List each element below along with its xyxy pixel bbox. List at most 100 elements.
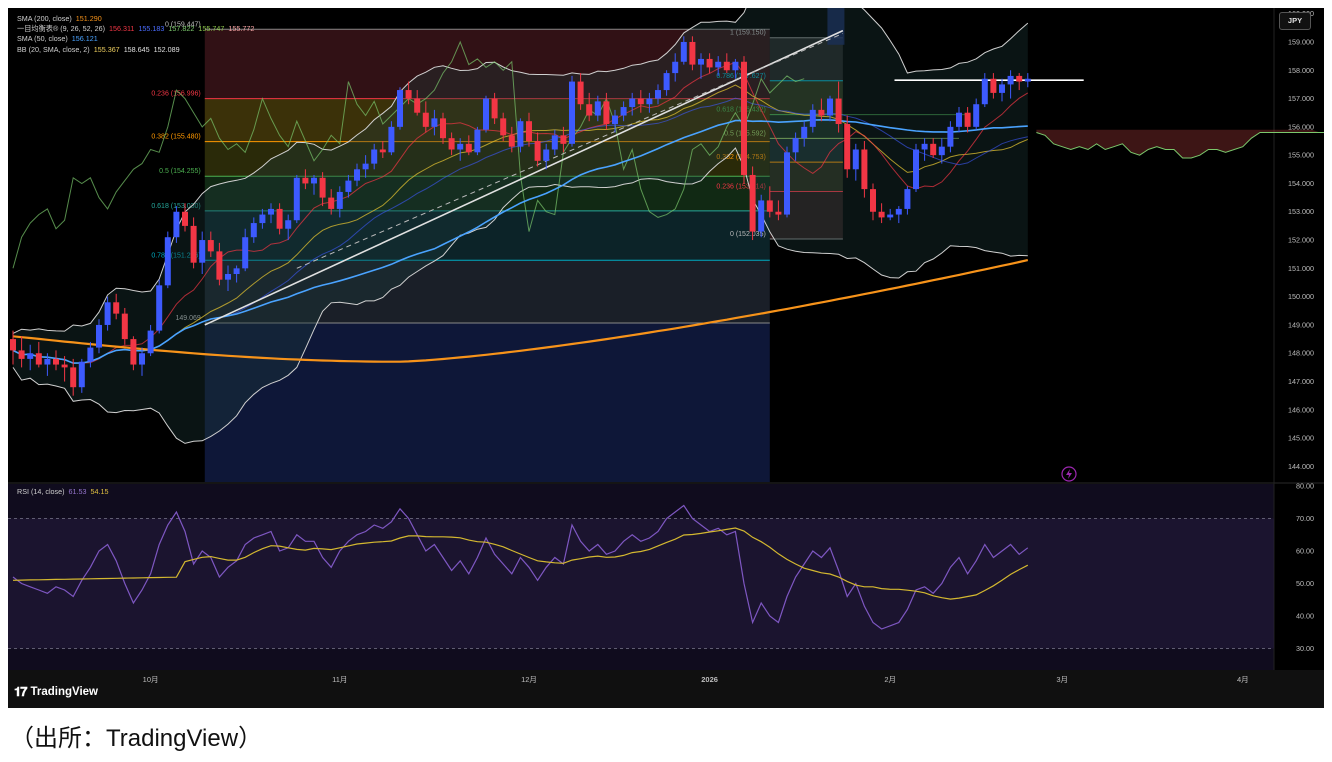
candle-body xyxy=(345,180,352,192)
candle-body xyxy=(164,237,171,286)
candle-body xyxy=(818,109,825,116)
candle-body xyxy=(242,237,249,269)
price-tick-label: 150.000 xyxy=(1288,292,1314,301)
candle-body xyxy=(259,214,266,224)
legend-bb-v2: 158.645 xyxy=(123,44,150,54)
candle-body xyxy=(801,126,808,139)
tradingview-logo-icon: 𝟏𝟕 xyxy=(14,684,28,699)
legend-ichimoku[interactable]: 一目均衡表® (9, 26, 52, 26) 156.311 155.183 157.… xyxy=(17,24,258,34)
rsi-legend-value: 61.53 xyxy=(68,487,87,496)
tradingview-logo[interactable]: 𝟏𝟕 TradingView xyxy=(14,684,98,700)
candle-body xyxy=(422,112,429,127)
rsi-line xyxy=(12,504,1029,630)
candle-body xyxy=(371,149,378,164)
candle-body xyxy=(569,81,575,144)
fib2-level-label: 0 (152.035) xyxy=(730,231,766,238)
rsi-legend[interactable]: RSI (14, close) 61.53 54.15 xyxy=(17,487,113,496)
candle-body xyxy=(964,112,971,127)
price-tick-label: 149.000 xyxy=(1288,320,1314,329)
chart-frame: 0 (159.447) 0.236 (156.996) 0.382 (155.480… xyxy=(8,8,1324,708)
bollinger-lower xyxy=(12,147,1028,444)
trend-line-dashed xyxy=(296,33,844,269)
candle-body xyxy=(990,78,997,93)
candle-body xyxy=(637,98,644,105)
rsi-tick-label: 40.00 xyxy=(1296,612,1314,621)
candle-body xyxy=(53,358,59,365)
price-tick-label: 152.000 xyxy=(1288,236,1314,245)
candle-body xyxy=(354,169,360,181)
legend-sma50[interactable]: SMA (50, close) 156.121 xyxy=(17,34,258,44)
indicator-legend: SMA (200, close) 151.290 一目均衡表® (9, 26, 5… xyxy=(17,14,258,55)
candle-body xyxy=(956,112,962,127)
time-axis-label: 3月 xyxy=(1056,675,1068,684)
candle-body xyxy=(216,251,223,280)
legend-sma50-value: 156.121 xyxy=(71,34,98,44)
currency-button[interactable]: JPY xyxy=(1279,12,1311,30)
price-tick-label: 153.000 xyxy=(1288,207,1314,216)
candle-body xyxy=(250,223,257,238)
candle-body xyxy=(508,135,515,147)
rsi-legend-ma-value: 54.15 xyxy=(90,487,109,496)
time-axis-label: 11月 xyxy=(332,675,347,684)
candle-body xyxy=(766,200,773,212)
candle-body xyxy=(646,98,653,105)
candle-body xyxy=(844,124,851,170)
candle-body xyxy=(904,189,911,209)
lightning-icon[interactable] xyxy=(1061,466,1077,482)
time-axis-label: 10月 xyxy=(143,675,159,684)
candle-body xyxy=(500,118,507,136)
legend-sma50-label: SMA (50, close) xyxy=(17,34,68,44)
fib-zone-2 xyxy=(204,141,770,177)
candle-body xyxy=(302,177,309,184)
price-tick-label: 151.000 xyxy=(1288,264,1314,273)
legend-sma200-label: SMA (200, close) xyxy=(17,14,72,23)
candle-body xyxy=(741,61,747,175)
legend-ichimoku-v1: 156.311 xyxy=(108,24,135,34)
legend-sma200[interactable]: SMA (200, close) 151.290 xyxy=(17,14,258,24)
candle-body xyxy=(526,121,532,142)
candle-body xyxy=(293,177,300,221)
candle-body xyxy=(199,240,206,263)
rsi-band-fill xyxy=(8,518,1274,649)
rsi-ma-line xyxy=(12,527,1029,600)
price-tick-label: 147.000 xyxy=(1288,377,1314,386)
legend-bb[interactable]: BB (20, SMA, close, 2) 155.367 158.645 152.… xyxy=(17,45,258,55)
price-chart[interactable]: 0 (159.447) 0.236 (156.996) 0.382 (155.480… xyxy=(8,8,1324,708)
candle-body xyxy=(285,220,292,229)
fib-level-label: 0.786 (151.286) xyxy=(151,252,200,259)
candle-body xyxy=(173,211,180,238)
rsi-tick-label: 60.00 xyxy=(1296,547,1314,556)
candle-body xyxy=(835,98,842,125)
candle-body xyxy=(18,350,25,359)
candle-body xyxy=(534,141,541,161)
candle-body xyxy=(861,149,868,190)
candle-body xyxy=(852,149,859,170)
candle-body xyxy=(594,101,601,116)
price-tick-label: 157.000 xyxy=(1288,94,1314,103)
candle-body xyxy=(457,143,464,150)
candle-body xyxy=(388,126,395,153)
candle-body xyxy=(577,81,584,105)
candle-body xyxy=(491,98,498,119)
candle-body xyxy=(465,143,472,153)
candle-body xyxy=(70,367,77,388)
candle-body xyxy=(895,208,902,215)
candle-body xyxy=(233,268,240,275)
candle-body xyxy=(930,143,937,156)
candle-body xyxy=(328,197,335,209)
candle-body xyxy=(27,353,34,359)
candle-body xyxy=(405,90,412,99)
candle-body xyxy=(706,58,713,68)
fib2-zone-4 xyxy=(769,162,843,192)
candle-body xyxy=(543,149,550,161)
candle-body xyxy=(938,146,945,156)
source-caption: （出所：TradingView） xyxy=(10,725,263,752)
candle-body xyxy=(268,208,274,215)
candle-body xyxy=(431,118,438,127)
candle-body xyxy=(758,200,765,232)
price-tick-label: 158.000 xyxy=(1288,66,1314,75)
candle-body xyxy=(655,90,661,99)
candle-body xyxy=(362,163,369,170)
candle-body xyxy=(551,135,558,150)
candle-body xyxy=(87,347,94,362)
